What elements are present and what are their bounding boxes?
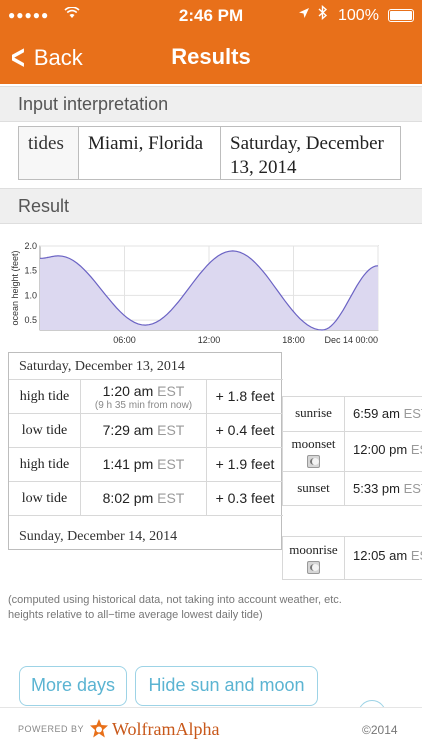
y-tick-label: 2.0: [24, 241, 37, 251]
tide-height: + 0.3 feet: [215, 490, 275, 506]
tide-type: high tide: [9, 448, 81, 482]
battery-icon: [388, 9, 414, 22]
sun-moon-row: moonrise 12:05 am EST: [283, 537, 422, 579]
page-title: Results: [171, 44, 251, 69]
sun-moon-timezone: EST: [403, 481, 422, 496]
status-time: 2:46 PM: [178, 6, 244, 25]
tide-time: 1:41 pm EST: [81, 448, 207, 482]
sun-moon-label: sunrise: [283, 397, 345, 431]
sun-moon-time-value: 6:59 am: [353, 406, 400, 421]
y-tick-label: 0.5: [24, 315, 37, 325]
sun-moon-time: 6:59 am EST: [353, 397, 422, 431]
bluetooth-icon: [318, 4, 328, 24]
interp-cell-query: tides: [19, 127, 79, 179]
moon-phase-icon: [307, 561, 320, 574]
sun-moon-time-value: 5:33 pm: [353, 481, 400, 496]
tide-row: low tide 7:29 am EST + 0.4 feet: [9, 413, 283, 448]
tide-height: + 1.9 feet: [215, 456, 275, 472]
tide-time: 7:29 am EST: [81, 414, 207, 448]
navigation-bar: < Back Results: [0, 32, 422, 84]
y-tick-label: 1.5: [24, 266, 37, 276]
tide-area: [40, 250, 378, 330]
tide-time: 1:20 am EST (9 h 35 min from now): [81, 380, 207, 414]
tide-type: low tide: [9, 414, 81, 448]
x-tick-label: 18:00: [282, 335, 305, 345]
x-tick-label: 12:00: [198, 335, 221, 345]
tide-line: [39, 250, 379, 331]
back-button[interactable]: < Back: [8, 40, 83, 76]
status-bar: ●●●●● 2:46 PM 100%: [0, 0, 422, 32]
tide-chart: 2.0 1.5 1.0 0.5 06:00 12:00 18:00 Dec 14 00:00 o…: [10, 241, 379, 345]
sun-moon-time-value: 12:00 pm: [353, 442, 408, 457]
sun-moon-table-day2: moonrise 12:05 am EST: [282, 536, 422, 580]
tide-time-value: 8:02 pm: [102, 490, 154, 506]
sun-moon-row: moonset 12:00 pm EST: [283, 431, 422, 471]
sun-moon-time: 12:05 am EST: [353, 537, 422, 579]
sun-moon-table-day1: sunrise 6:59 am EST moonset 12:00 pm EST…: [282, 396, 422, 506]
tides-date-2-row: [9, 515, 283, 549]
sun-moon-label: sunset: [283, 472, 345, 505]
tide-timezone: EST: [157, 490, 185, 506]
sun-moon-time: 12:00 pm EST: [353, 432, 422, 471]
footer: POWERED BY WolframAlpha ©2014: [0, 707, 422, 750]
tides-table: Saturday, December 13, 2014 high tide 1:…: [8, 352, 283, 550]
tide-row: high tide 1:41 pm EST + 1.9 feet: [9, 447, 283, 482]
sun-moon-time: 5:33 pm EST: [353, 472, 422, 505]
tide-time-value: 1:41 pm: [102, 456, 154, 472]
tide-time-value: 1:20 am: [102, 383, 154, 399]
sun-moon-row: sunrise 6:59 am EST: [283, 397, 422, 431]
interp-cell-date: Saturday, December 13, 2014: [230, 133, 384, 178]
wifi-icon: [64, 6, 80, 22]
result-header: Result: [0, 188, 422, 224]
tides-date-1: Saturday, December 13, 2014: [19, 359, 185, 374]
input-interpretation-table: tides Miami, Florida Saturday, December …: [18, 126, 401, 180]
tide-timezone: EST: [157, 422, 185, 438]
tide-height: + 0.4 feet: [215, 422, 275, 438]
sun-moon-label: moonrise: [283, 537, 345, 579]
footnote-line-2: heights relative to all−time average low…: [8, 609, 263, 621]
sun-moon-timezone: EST: [410, 442, 422, 457]
back-label: Back: [33, 45, 83, 70]
sun-moon-label-text: moonset: [291, 436, 336, 451]
tide-time: 8:02 pm EST: [81, 482, 207, 516]
tide-row: high tide 1:20 am EST (9 h 35 min from n…: [9, 379, 283, 414]
tide-type: high tide: [9, 380, 81, 414]
sun-moon-time-value: 12:05 am: [353, 548, 408, 563]
footnote-line-1: (computed using historical data, not tak…: [8, 594, 342, 606]
tide-type: low tide: [9, 482, 81, 516]
moon-phase-icon: [307, 455, 320, 468]
location-arrow-icon: [298, 6, 310, 22]
sun-moon-row: sunset 5:33 pm EST: [283, 471, 422, 505]
sun-moon-label-text: moonrise: [289, 542, 338, 557]
powered-by-label: POWERED BY: [18, 724, 85, 734]
footnote: (computed using historical data, not tak…: [8, 593, 342, 623]
interp-cell-location: Miami, Florida: [79, 127, 221, 179]
signal-strength-icon: ●●●●●: [8, 8, 50, 22]
tide-timezone: EST: [157, 383, 185, 399]
y-axis-label: ocean height (feet): [10, 250, 20, 325]
more-days-button[interactable]: More days: [19, 666, 127, 706]
tide-row: low tide 8:02 pm EST + 0.3 feet: [9, 481, 283, 516]
sun-moon-timezone: EST: [403, 406, 422, 421]
tide-timezone: EST: [157, 456, 185, 472]
chevron-left-icon: <: [10, 39, 25, 77]
x-tick-label: Dec 14 00:00: [324, 335, 378, 345]
hide-sun-moon-button[interactable]: Hide sun and moon: [135, 666, 318, 706]
wolfram-logo-icon: [90, 719, 108, 738]
tide-height: + 1.8 feet: [215, 388, 275, 404]
sun-moon-label: moonset: [283, 432, 345, 471]
wolfram-alpha-brand: WolframAlpha: [112, 719, 220, 739]
tide-time-value: 7:29 am: [102, 422, 154, 438]
tides-date-2: Sunday, December 14, 2014: [19, 529, 178, 544]
y-tick-label: 1.0: [24, 290, 37, 300]
copyright: ©2014: [362, 723, 398, 737]
tide-time-note: (9 h 35 min from now): [94, 400, 193, 411]
sun-moon-timezone: EST: [410, 548, 422, 563]
battery-percent: 100%: [338, 7, 379, 24]
x-tick-label: 06:00: [113, 335, 136, 345]
input-interpretation-header: Input interpretation: [0, 86, 422, 122]
